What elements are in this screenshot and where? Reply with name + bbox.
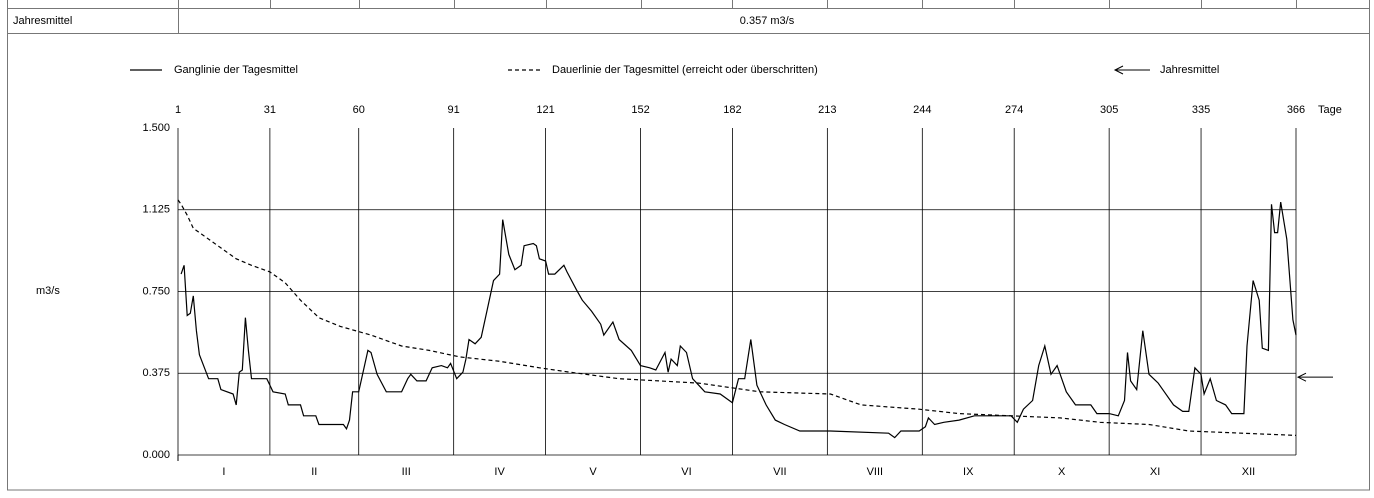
month-label: III bbox=[402, 466, 411, 478]
x-tick-label: 91 bbox=[448, 104, 460, 116]
legend-label: Ganglinie der Tagesmittel bbox=[174, 64, 298, 76]
month-label: XI bbox=[1150, 466, 1160, 478]
x-tick-label: 121 bbox=[536, 104, 554, 116]
x-tick-label: 274 bbox=[1005, 104, 1023, 116]
x-tick-label: 1 bbox=[175, 104, 181, 116]
x-tick-label: 335 bbox=[1192, 104, 1210, 116]
month-label: V bbox=[589, 466, 597, 478]
y-tick-label: 1.125 bbox=[142, 204, 170, 216]
month-label: I bbox=[222, 466, 225, 478]
x-unit: Tage bbox=[1318, 104, 1342, 116]
x-tick-label: 366 bbox=[1287, 104, 1305, 116]
legend-label: Jahresmittel bbox=[1160, 64, 1219, 76]
top-row-dividers bbox=[178, 0, 1297, 8]
row-label: Jahresmittel bbox=[13, 15, 72, 27]
arrow bbox=[1113, 65, 1150, 75]
x-tick-label: 305 bbox=[1100, 104, 1118, 116]
month-label: II bbox=[311, 466, 317, 478]
month-label: VIII bbox=[867, 466, 884, 478]
month-label: X bbox=[1058, 466, 1066, 478]
x-tick-label: 182 bbox=[723, 104, 741, 116]
month-label: VI bbox=[681, 466, 691, 478]
arrow bbox=[1296, 372, 1333, 382]
month-label: IX bbox=[963, 466, 974, 478]
series-line bbox=[177, 199, 1297, 436]
month-label: VII bbox=[773, 466, 786, 478]
x-tick-label: 31 bbox=[264, 104, 276, 116]
x-tick-label: 213 bbox=[818, 104, 836, 116]
legend-label: Dauerlinie der Tagesmittel (erreicht ode… bbox=[552, 64, 818, 76]
x-tick-label: 152 bbox=[631, 104, 649, 116]
y-tick-label: 0.000 bbox=[142, 449, 170, 461]
y-tick-label: 0.750 bbox=[142, 285, 170, 297]
month-label: IV bbox=[494, 466, 505, 478]
series-line bbox=[180, 202, 1297, 439]
arrow-head bbox=[1296, 372, 1307, 382]
outer-border bbox=[7, 0, 1370, 491]
x-tick-label: 244 bbox=[913, 104, 931, 116]
x-tick-label: 60 bbox=[353, 104, 365, 116]
y-tick-label: 1.500 bbox=[142, 122, 170, 134]
y-tick-label: 0.375 bbox=[142, 367, 170, 379]
arrow-head bbox=[1113, 65, 1124, 75]
month-label: XII bbox=[1242, 466, 1255, 478]
row-value: 0.357 m3/s bbox=[740, 15, 795, 27]
y-axis-label: m3/s bbox=[36, 285, 60, 297]
